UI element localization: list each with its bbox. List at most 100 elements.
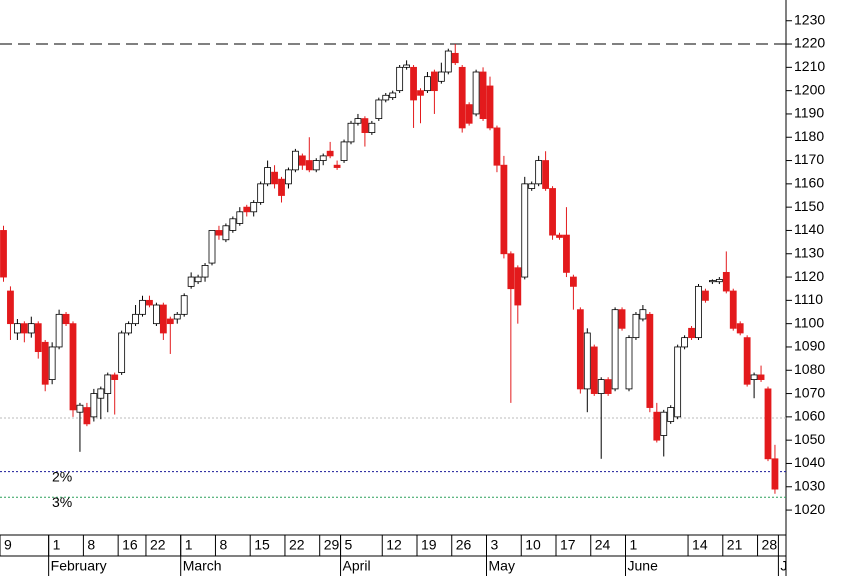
candle-body bbox=[695, 285, 702, 339]
candle-body bbox=[34, 323, 42, 353]
candle-body bbox=[159, 304, 167, 334]
candle-body bbox=[660, 411, 668, 436]
candle-body bbox=[97, 388, 105, 399]
candle-body bbox=[597, 379, 605, 394]
candle-body bbox=[771, 458, 779, 490]
y-tick-label: 1020 bbox=[794, 501, 825, 517]
x-tick-label: 22 bbox=[289, 537, 305, 553]
y-tick-label: 1220 bbox=[794, 35, 825, 51]
candle-body bbox=[208, 230, 216, 264]
y-tick-label: 1130 bbox=[794, 244, 824, 260]
candle-body bbox=[27, 323, 35, 334]
candle-body bbox=[215, 230, 223, 236]
reference-label: 2% bbox=[52, 468, 72, 484]
candle-body bbox=[556, 234, 563, 238]
candle-body bbox=[500, 164, 508, 255]
candle-body bbox=[298, 155, 306, 166]
candle-body bbox=[389, 92, 397, 99]
month-label: April bbox=[343, 558, 371, 574]
candle-body bbox=[417, 90, 424, 96]
candle-body bbox=[13, 323, 21, 334]
y-tick-label: 1120 bbox=[794, 268, 824, 284]
candle-body bbox=[451, 52, 459, 64]
candle-body bbox=[139, 299, 146, 315]
x-tick-label: 10 bbox=[525, 537, 541, 553]
candle-body bbox=[333, 164, 341, 168]
candle-body bbox=[465, 104, 473, 124]
candle-body bbox=[736, 323, 744, 334]
candle-body bbox=[250, 202, 258, 213]
x-tick-label: 26 bbox=[456, 537, 472, 553]
candle-body bbox=[715, 278, 723, 283]
y-tick-label: 1190 bbox=[794, 105, 824, 121]
x-tick-label: 15 bbox=[254, 537, 270, 553]
candle-body bbox=[201, 265, 209, 278]
candle-body bbox=[278, 178, 285, 196]
candle-body bbox=[542, 160, 549, 189]
x-tick-label: 22 bbox=[150, 537, 166, 553]
candle-body bbox=[257, 183, 265, 203]
candle-body bbox=[646, 313, 654, 408]
reference-label: 3% bbox=[52, 494, 72, 510]
candle-body bbox=[444, 50, 452, 73]
candle-body bbox=[493, 127, 501, 166]
x-tick-label: 21 bbox=[727, 537, 743, 553]
candle-body bbox=[354, 118, 362, 124]
y-tick-label: 1080 bbox=[794, 361, 825, 377]
x-tick-label: 28 bbox=[762, 537, 778, 553]
y-tick-label: 1030 bbox=[794, 477, 825, 493]
y-tick-label: 1170 bbox=[794, 151, 824, 167]
candle-body bbox=[382, 94, 390, 101]
candle-body bbox=[403, 64, 411, 68]
x-tick-label: 3 bbox=[491, 537, 499, 553]
candle-body bbox=[653, 411, 661, 441]
month-label: February bbox=[51, 558, 107, 574]
candle-body bbox=[424, 76, 431, 92]
candle-body bbox=[479, 71, 487, 120]
candle-body bbox=[243, 206, 251, 213]
candle-body bbox=[611, 309, 619, 390]
candle-body bbox=[583, 332, 591, 390]
candle-body bbox=[535, 160, 543, 185]
candle-body bbox=[152, 304, 160, 325]
x-tick-label: 17 bbox=[560, 537, 576, 553]
candle-body bbox=[702, 290, 709, 301]
candle-body bbox=[222, 225, 230, 241]
candle-body bbox=[722, 271, 730, 292]
candle-body bbox=[528, 183, 536, 189]
candle-body bbox=[312, 160, 320, 171]
month-label: May bbox=[489, 558, 515, 574]
candle-body bbox=[437, 71, 445, 82]
candle-body bbox=[173, 313, 181, 320]
candle-body bbox=[757, 374, 765, 380]
candle-body bbox=[41, 341, 49, 385]
candle-body bbox=[410, 66, 417, 101]
y-tick-label: 1140 bbox=[794, 221, 824, 237]
candle-body bbox=[90, 393, 98, 418]
y-tick-label: 1050 bbox=[794, 431, 825, 447]
candle-body bbox=[618, 309, 626, 329]
candle-body bbox=[55, 313, 63, 348]
candle-body bbox=[681, 337, 688, 348]
month-label: J bbox=[780, 558, 787, 574]
x-tick-label: 1 bbox=[185, 537, 193, 553]
x-tick-label: 29 bbox=[324, 537, 340, 553]
candle-body bbox=[570, 276, 577, 287]
x-tick-label: 8 bbox=[219, 537, 227, 553]
candle-body bbox=[507, 253, 515, 290]
candle-body bbox=[549, 188, 556, 236]
candle-body bbox=[750, 374, 758, 380]
y-tick-label: 1110 bbox=[794, 291, 823, 307]
candle-body bbox=[667, 407, 675, 422]
candle-body bbox=[764, 388, 772, 460]
candle-body bbox=[347, 122, 355, 143]
y-tick-label: 1160 bbox=[794, 175, 824, 191]
y-tick-label: 1200 bbox=[794, 81, 825, 97]
x-tick-label: 1 bbox=[53, 537, 61, 553]
candle-body bbox=[236, 211, 244, 224]
x-tick-label: 14 bbox=[692, 537, 708, 553]
candle-body bbox=[576, 309, 584, 390]
y-tick-label: 1210 bbox=[794, 58, 825, 74]
